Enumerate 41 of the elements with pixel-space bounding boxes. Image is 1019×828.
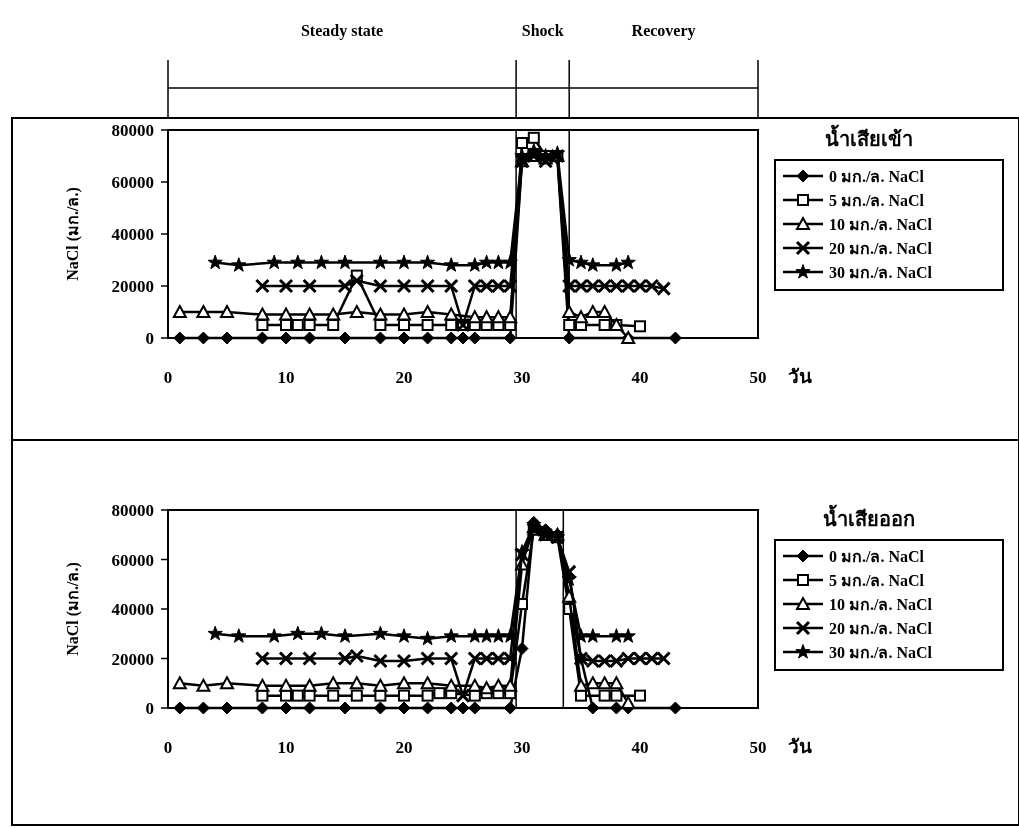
legend-label: 5 มก./ล. NaCl: [829, 572, 925, 589]
y-axis-title: NaCl (มก./ล.): [64, 187, 82, 281]
x-tick-label: 30: [513, 368, 531, 387]
text: Steady state: [300, 22, 384, 40]
y-tick-label: 80000: [111, 121, 154, 140]
y-tick-label: 20000: [111, 277, 154, 296]
legend-label: 5 มก./ล. NaCl: [829, 192, 925, 209]
x-tick-label: 30: [513, 738, 531, 757]
y-tick-label: 0: [145, 329, 154, 348]
x-tick-label: 40: [631, 738, 649, 757]
legend-title: น้ำเสียเข้า: [825, 124, 913, 150]
x-tick-label: 10: [277, 738, 295, 757]
y-tick-label: 40000: [111, 225, 154, 244]
x-tick-label: 40: [631, 368, 649, 387]
x-tick-label: 0: [163, 368, 173, 387]
x-axis-title: วัน: [788, 366, 812, 387]
legend-label: 0 มก./ล. NaCl: [829, 548, 925, 565]
x-tick-label: 20: [395, 738, 413, 757]
y-tick-label: 60000: [111, 550, 154, 570]
legend-label: 30 มก./ล. NaCl: [829, 644, 933, 661]
y-tick-label: 80000: [111, 501, 154, 520]
x-tick-label: 20: [395, 368, 413, 387]
legend-title: น้ำเสียออก: [823, 504, 915, 530]
legend-label: 10 มก./ล. NaCl: [829, 596, 933, 613]
x-tick-label: 50: [749, 368, 767, 387]
y-axis-title: NaCl (มก./ล.): [64, 562, 82, 656]
x-tick-label: 50: [749, 738, 767, 757]
x-tick-label: 10: [277, 368, 295, 387]
y-tick-label: 60000: [111, 173, 154, 192]
text: Recovery: [631, 22, 696, 40]
y-tick-label: 20000: [111, 649, 154, 669]
legend-label: 10 มก./ล. NaCl: [829, 216, 933, 233]
y-tick-label: 40000: [111, 600, 154, 619]
legend-label: 20 มก./ล. NaCl: [829, 240, 933, 257]
x-axis-title: วัน: [788, 736, 812, 757]
y-tick-label: 0: [145, 699, 154, 718]
legend-label: 0 มก./ล. NaCl: [829, 168, 925, 185]
x-tick-label: 0: [163, 738, 173, 757]
text: Shock: [521, 22, 564, 39]
legend-label: 30 มก./ล. NaCl: [829, 264, 933, 281]
legend-label: 20 มก./ล. NaCl: [829, 620, 933, 637]
